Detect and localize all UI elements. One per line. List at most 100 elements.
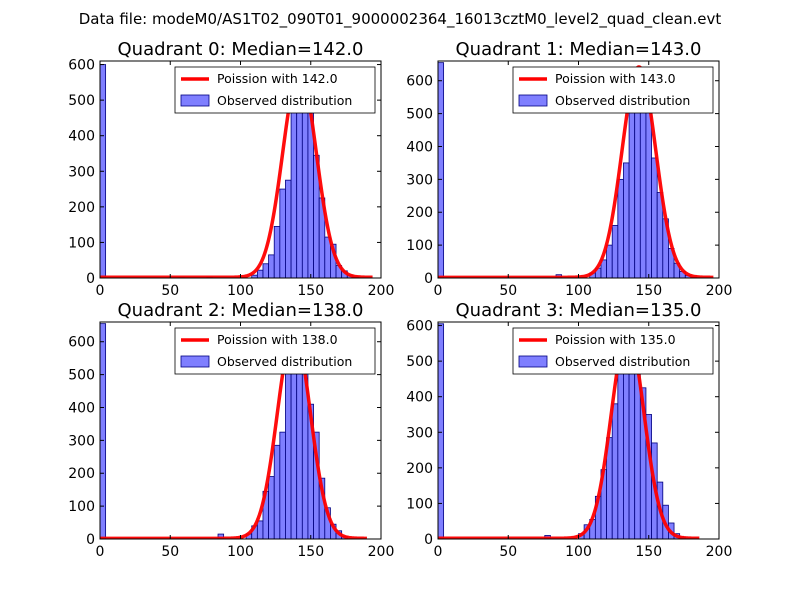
histogram-bar <box>645 98 652 278</box>
histogram-bar <box>279 431 286 539</box>
x-tick-label: 200 <box>368 544 395 560</box>
x-tick-label: 50 <box>161 544 179 560</box>
legend: Poission with 135.0 Observed distribution <box>512 327 714 375</box>
x-tick-label: 150 <box>635 283 662 299</box>
legend-bar-label: Observed distribution <box>555 354 690 369</box>
y-tick-label: 500 <box>68 368 95 384</box>
x-tick-label: 150 <box>297 544 324 560</box>
legend-bar-swatch <box>518 355 548 368</box>
histogram-bar <box>623 162 630 278</box>
subplot-title: Quadrant 3: Median=135.0 <box>456 300 702 321</box>
poisson-fit-line <box>100 329 368 539</box>
plot-area <box>438 323 701 539</box>
histogram-bar <box>100 323 107 539</box>
y-tick-label: 100 <box>68 499 95 515</box>
histogram-bar <box>268 254 275 278</box>
y-tick-label: 0 <box>86 271 95 287</box>
y-tick-label: 300 <box>68 433 95 449</box>
histogram-bar <box>606 244 613 278</box>
histogram-bar <box>285 179 292 278</box>
y-tick-label: 400 <box>68 400 95 416</box>
histogram-bar <box>617 366 624 539</box>
poisson-fit-line <box>100 69 374 278</box>
legend-line-label: Poission with 138.0 <box>217 332 338 347</box>
legend: Poission with 138.0 Observed distribution <box>174 327 376 375</box>
subplot-title: Quadrant 0: Median=142.0 <box>118 39 364 60</box>
y-tick-label: 100 <box>68 235 95 251</box>
histogram-bar <box>628 100 636 278</box>
y-tick-label: 100 <box>406 238 433 254</box>
histogram-bar <box>273 444 281 539</box>
y-tick-label: 400 <box>68 129 95 145</box>
poisson-fit-line <box>438 330 701 539</box>
x-tick-label: 0 <box>96 544 105 560</box>
y-tick-label: 200 <box>406 205 433 221</box>
histogram-bar <box>611 224 619 278</box>
legend: Poission with 142.0 Observed distribution <box>174 66 376 114</box>
subplot-3: Quadrant 3: Median=135.0 0 50 100 150 200 0 100… <box>406 300 732 560</box>
y-tick-label: 600 <box>406 319 433 335</box>
x-tick-label: 0 <box>96 283 105 299</box>
x-tick-label: 200 <box>368 283 395 299</box>
subplot-1: Quadrant 1: Median=143.0 0 50 100 150 200 0 100… <box>406 39 732 299</box>
y-tick-label: 200 <box>68 200 95 216</box>
x-tick-label: 50 <box>499 283 517 299</box>
y-tick-label: 0 <box>424 532 433 548</box>
histogram-bar <box>262 263 270 278</box>
y-tick-label: 0 <box>424 271 433 287</box>
figure-title: Data file: modeM0/AS1T02_090T01_90000023… <box>79 10 722 29</box>
subplot-2: Quadrant 2: Median=138.0 0 50 100 150 200 0 100… <box>68 300 394 560</box>
legend-bar-label: Observed distribution <box>555 93 690 108</box>
x-tick-label: 100 <box>227 544 254 560</box>
x-tick-label: 150 <box>635 544 662 560</box>
y-tick-label: 400 <box>406 139 433 155</box>
histogram-bar <box>285 351 292 539</box>
x-tick-label: 200 <box>706 544 733 560</box>
legend-bar-swatch <box>180 94 210 107</box>
legend-line-label: Poission with 135.0 <box>555 332 676 347</box>
legend-bar-label: Observed distribution <box>217 354 352 369</box>
legend-bar-swatch <box>518 94 548 107</box>
y-tick-label: 500 <box>68 93 95 109</box>
y-tick-label: 600 <box>68 335 95 351</box>
legend-bar-swatch <box>180 355 210 368</box>
histogram-bar <box>617 178 624 278</box>
y-tick-label: 500 <box>406 354 433 370</box>
y-tick-label: 0 <box>86 532 95 548</box>
y-tick-label: 300 <box>406 172 433 188</box>
subplot-grid: Quadrant 0: Median=142.0 0 50 100 150 200 0 100… <box>68 39 732 560</box>
histogram-bar <box>268 476 275 539</box>
y-tick-label: 300 <box>406 425 433 441</box>
y-tick-label: 600 <box>68 58 95 74</box>
x-tick-label: 50 <box>499 544 517 560</box>
legend: Poission with 143.0 Observed distribution <box>512 66 714 114</box>
subplot-title: Quadrant 1: Median=143.0 <box>456 39 702 60</box>
x-tick-label: 0 <box>434 544 443 560</box>
histogram-bar <box>438 323 445 539</box>
histogram-bar <box>273 226 281 278</box>
y-tick-label: 600 <box>406 74 433 90</box>
histogram-bar <box>611 403 619 539</box>
subplot-0: Quadrant 0: Median=142.0 0 50 100 150 200 0 100… <box>68 39 394 299</box>
poisson-fit-line <box>438 65 715 278</box>
y-tick-label: 500 <box>406 107 433 123</box>
y-tick-label: 200 <box>406 461 433 477</box>
x-tick-label: 0 <box>434 283 443 299</box>
y-tick-label: 400 <box>406 390 433 406</box>
x-tick-label: 100 <box>565 544 592 560</box>
subplot-title: Quadrant 2: Median=138.0 <box>118 300 364 321</box>
histogram-bar <box>290 103 298 278</box>
plot-area <box>438 62 715 278</box>
x-tick-label: 150 <box>297 283 324 299</box>
histogram-bar <box>438 62 445 278</box>
x-tick-label: 100 <box>227 283 254 299</box>
histogram-bar <box>296 87 303 278</box>
x-tick-label: 50 <box>161 283 179 299</box>
legend-bar-label: Observed distribution <box>217 93 352 108</box>
y-tick-label: 300 <box>68 164 95 180</box>
histogram-bar <box>256 520 264 539</box>
x-tick-label: 200 <box>706 283 733 299</box>
y-tick-label: 200 <box>68 466 95 482</box>
legend-line-label: Poission with 143.0 <box>555 71 676 86</box>
